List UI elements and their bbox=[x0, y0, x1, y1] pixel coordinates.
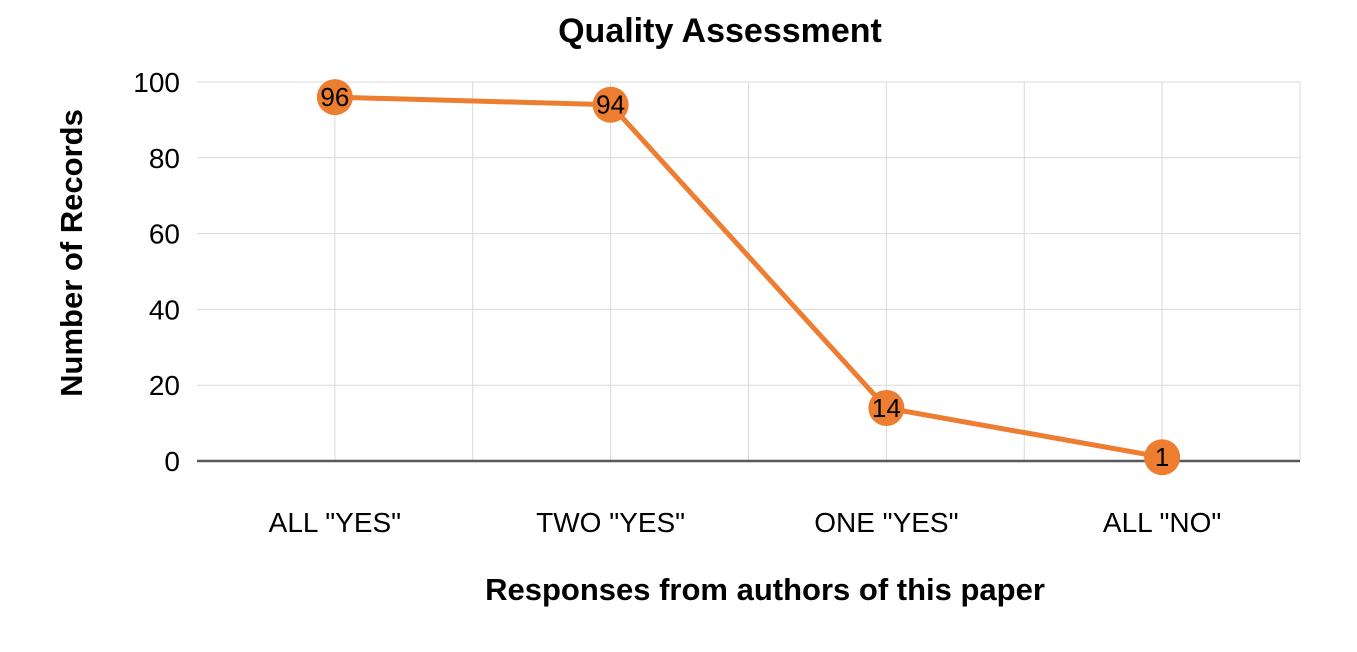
x-tick-label: ONE "YES" bbox=[814, 507, 958, 538]
data-point bbox=[316, 79, 353, 116]
data-label: 96 bbox=[320, 82, 349, 112]
x-axis-title: Responses from authors of this paper bbox=[485, 572, 1045, 607]
series-line bbox=[332, 94, 1165, 460]
series-lines bbox=[332, 94, 1165, 460]
x-tick-label: ALL "NO" bbox=[1103, 507, 1221, 538]
data-label: 14 bbox=[872, 393, 901, 423]
y-tick-label: 40 bbox=[149, 294, 180, 325]
data-markers bbox=[316, 79, 1181, 476]
y-tick-label: 60 bbox=[149, 219, 180, 250]
data-point bbox=[1144, 439, 1181, 476]
data-label: 1 bbox=[1155, 442, 1169, 472]
data-point bbox=[868, 389, 905, 426]
y-tick-label: 20 bbox=[149, 370, 180, 401]
x-tick-label: ALL "YES" bbox=[269, 507, 401, 538]
data-label: 94 bbox=[596, 90, 625, 120]
y-tick-label: 100 bbox=[133, 67, 180, 98]
data-labels: 96 94 14 1 bbox=[320, 82, 1169, 472]
y-tick-label: 0 bbox=[164, 446, 180, 477]
data-point bbox=[592, 86, 629, 123]
gridlines bbox=[197, 81, 1301, 461]
x-tick-labels: ALL "YES" TWO "YES" ONE "YES" ALL "NO" bbox=[269, 507, 1222, 538]
y-tick-label: 80 bbox=[149, 143, 180, 174]
y-axis-title: Number of Records bbox=[54, 109, 89, 397]
chart-title: Quality Assessment bbox=[558, 12, 882, 50]
x-tick-label: TWO "YES" bbox=[536, 507, 685, 538]
y-tick-labels: 0 20 40 60 80 100 bbox=[133, 67, 180, 477]
